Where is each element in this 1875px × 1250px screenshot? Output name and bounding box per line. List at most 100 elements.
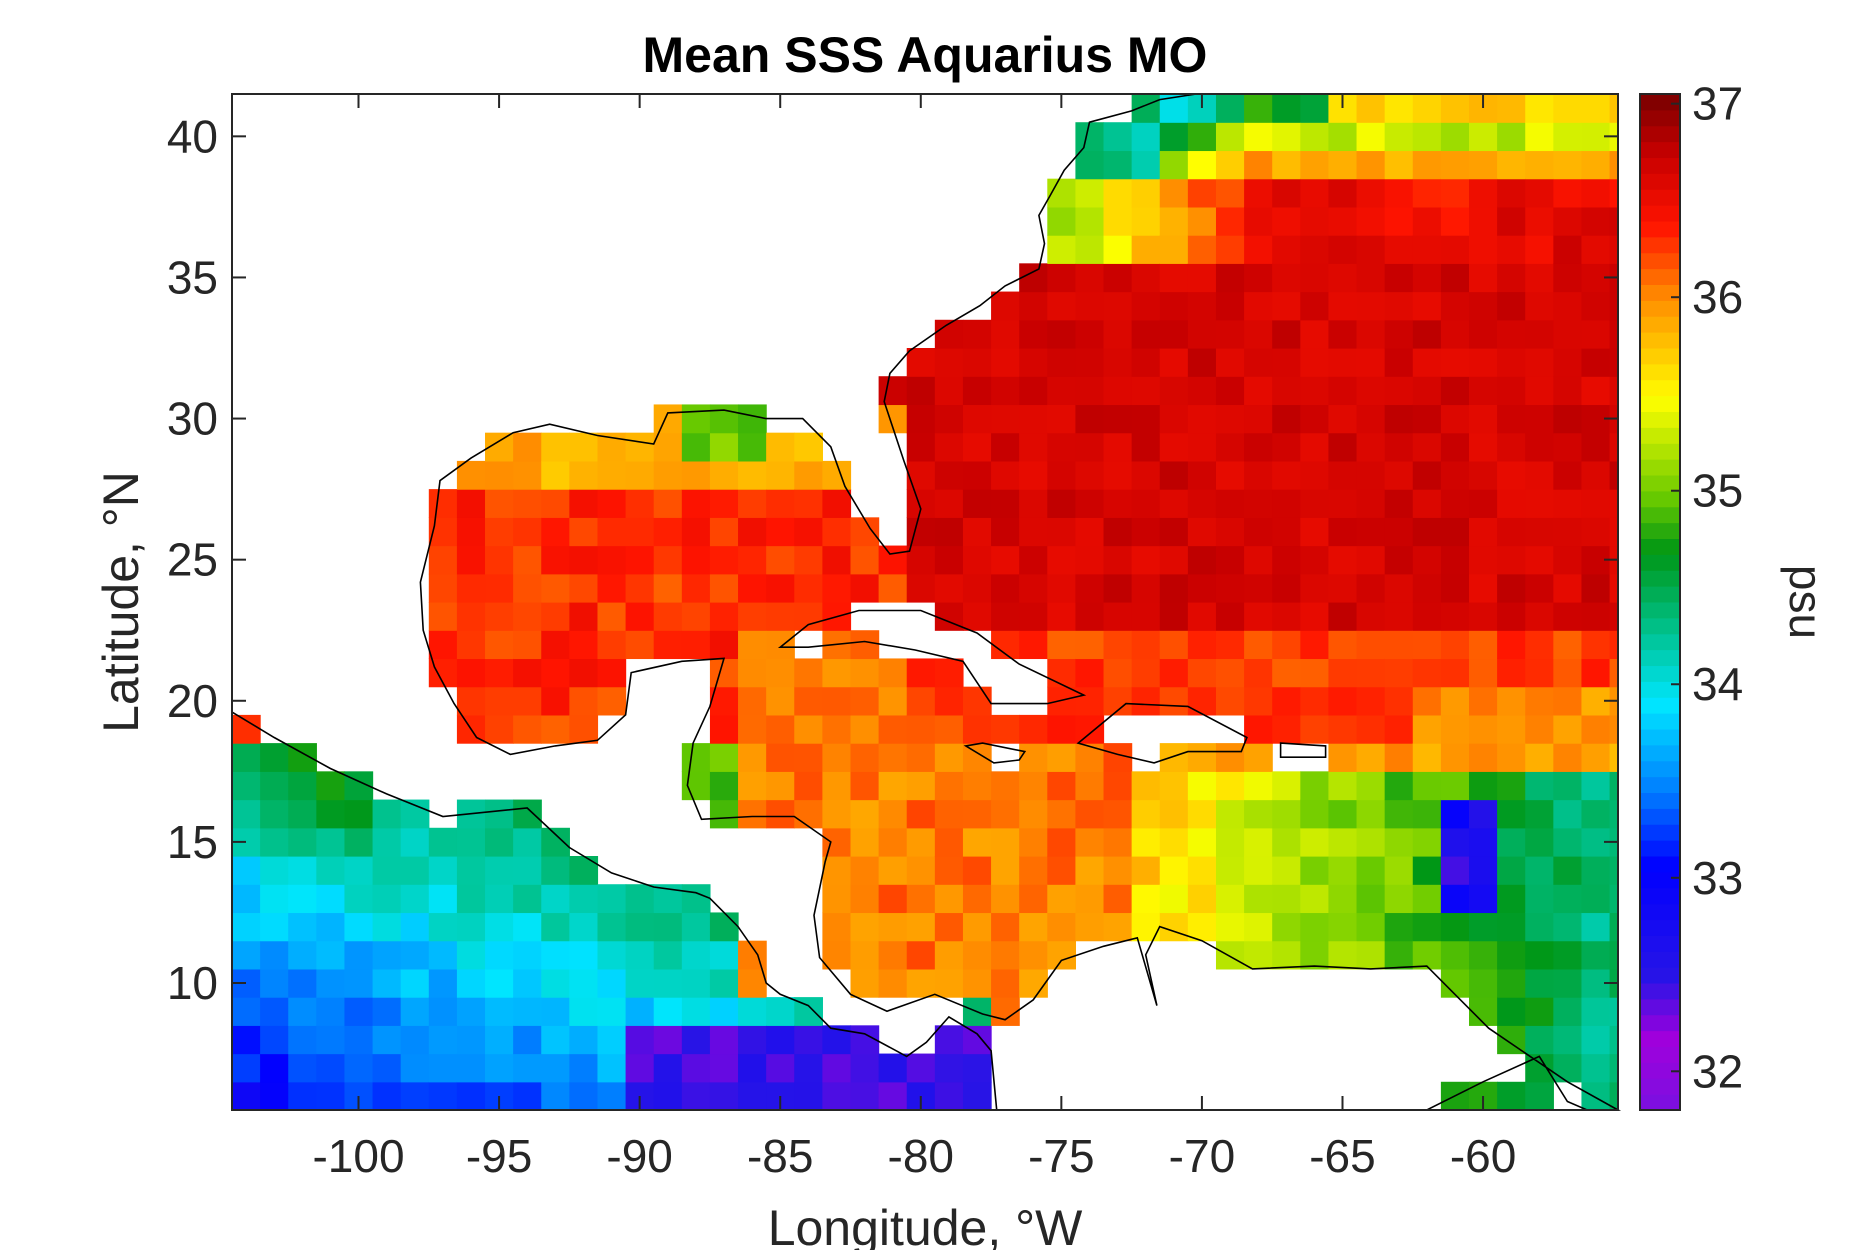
salinity-cell: [597, 686, 627, 716]
salinity-cell: [1384, 856, 1414, 885]
salinity-cell: [850, 743, 880, 772]
salinity-cell: [991, 884, 1020, 914]
salinity-cell: [681, 545, 711, 575]
salinity-cell: [1525, 912, 1554, 942]
colorbar-swatch: [1640, 951, 1680, 968]
salinity-cell: [1103, 178, 1133, 208]
salinity-cell: [1553, 1025, 1583, 1055]
salinity-cell: [1469, 263, 1498, 293]
salinity-cell: [1215, 743, 1245, 772]
salinity-cell: [428, 630, 458, 660]
salinity-cell: [653, 460, 683, 490]
colorbar-swatch: [1640, 522, 1680, 540]
salinity-cell: [1525, 827, 1554, 857]
salinity-cell: [1356, 235, 1386, 264]
salinity-cell: [1159, 263, 1189, 293]
salinity-cell: [1412, 743, 1442, 772]
salinity-cell: [1159, 630, 1189, 660]
salinity-cell: [1553, 263, 1583, 293]
salinity-cell: [1609, 1053, 1619, 1083]
salinity-cell: [1019, 827, 1048, 857]
salinity-cell: [1244, 291, 1273, 321]
salinity-cell: [962, 517, 992, 547]
salinity-cell: [288, 799, 317, 829]
salinity-cell: [738, 714, 767, 744]
salinity-cell: [653, 912, 683, 942]
salinity-cell: [1215, 150, 1245, 180]
salinity-cell: [1356, 799, 1386, 829]
salinity-cell: [1244, 799, 1273, 829]
salinity-cell: [400, 884, 430, 914]
salinity-cell: [456, 1025, 486, 1055]
salinity-cell: [1300, 799, 1330, 829]
salinity-cell: [709, 432, 739, 462]
colorbar-swatch: [1640, 824, 1680, 841]
colorbar-swatch: [1640, 792, 1680, 809]
salinity-cell: [1019, 968, 1048, 998]
salinity-cell: [822, 489, 852, 518]
salinity-cell: [1159, 545, 1189, 575]
salinity-cell: [1384, 686, 1414, 716]
colorbar-swatch: [1640, 808, 1680, 825]
salinity-cell: [1300, 348, 1330, 377]
salinity-cell: [794, 432, 823, 462]
salinity-cell: [1187, 348, 1217, 377]
salinity-cell: [1019, 404, 1048, 434]
colorbar-swatch: [1640, 109, 1680, 127]
salinity-cell: [1187, 743, 1217, 772]
salinity-cell: [962, 489, 992, 518]
salinity-cell: [1019, 376, 1048, 406]
salinity-cell: [1019, 884, 1048, 914]
salinity-cell: [962, 799, 992, 829]
salinity-cell: [1075, 348, 1105, 377]
salinity-cell: [1581, 178, 1611, 208]
salinity-cell: [1581, 319, 1611, 349]
colorbar-swatch: [1640, 1046, 1680, 1063]
salinity-cell: [681, 432, 711, 462]
salinity-cell: [1075, 319, 1105, 349]
salinity-cell: [1412, 319, 1442, 349]
salinity-cell: [1497, 432, 1526, 462]
salinity-cell: [1553, 686, 1583, 716]
salinity-cell: [1440, 940, 1470, 970]
salinity-cell: [1215, 630, 1245, 660]
salinity-cell: [850, 1081, 880, 1111]
salinity-cell: [1300, 630, 1330, 660]
salinity-cell: [1328, 630, 1358, 660]
salinity-cell: [288, 1081, 317, 1111]
salinity-cell: [1047, 714, 1076, 744]
salinity-cell: [428, 940, 458, 970]
salinity-cell: [962, 884, 992, 914]
salinity-cell: [1103, 263, 1133, 293]
salinity-cell: [1412, 630, 1442, 660]
salinity-cell: [1609, 206, 1619, 236]
salinity-cell: [1609, 997, 1619, 1026]
salinity-cell: [738, 460, 767, 490]
salinity-cell: [1187, 376, 1217, 406]
colorbar-swatch: [1640, 887, 1680, 905]
salinity-cell: [260, 968, 289, 998]
salinity-cell: [738, 997, 767, 1026]
salinity-cell: [288, 884, 317, 914]
coastline-path: [1279, 742, 1327, 758]
salinity-cell: [709, 771, 739, 801]
salinity-cell: [962, 404, 992, 434]
salinity-cell: [653, 517, 683, 547]
salinity-cell: [1244, 94, 1273, 123]
salinity-cell: [597, 1025, 627, 1055]
salinity-cell: [1244, 517, 1273, 547]
salinity-cell: [1440, 602, 1470, 631]
salinity-cell: [1553, 884, 1583, 914]
salinity-cell: [1047, 348, 1076, 377]
salinity-cell: [1469, 545, 1498, 575]
salinity-cell: [513, 856, 542, 885]
salinity-cell: [1497, 319, 1526, 349]
salinity-cell: [906, 1053, 936, 1083]
salinity-cell: [822, 1053, 852, 1083]
coastline-path: [963, 742, 1027, 764]
salinity-cell: [794, 460, 823, 490]
salinity-cell: [738, 1053, 767, 1083]
salinity-cell: [456, 968, 486, 998]
salinity-cell: [766, 545, 795, 575]
salinity-cell: [1609, 940, 1619, 970]
